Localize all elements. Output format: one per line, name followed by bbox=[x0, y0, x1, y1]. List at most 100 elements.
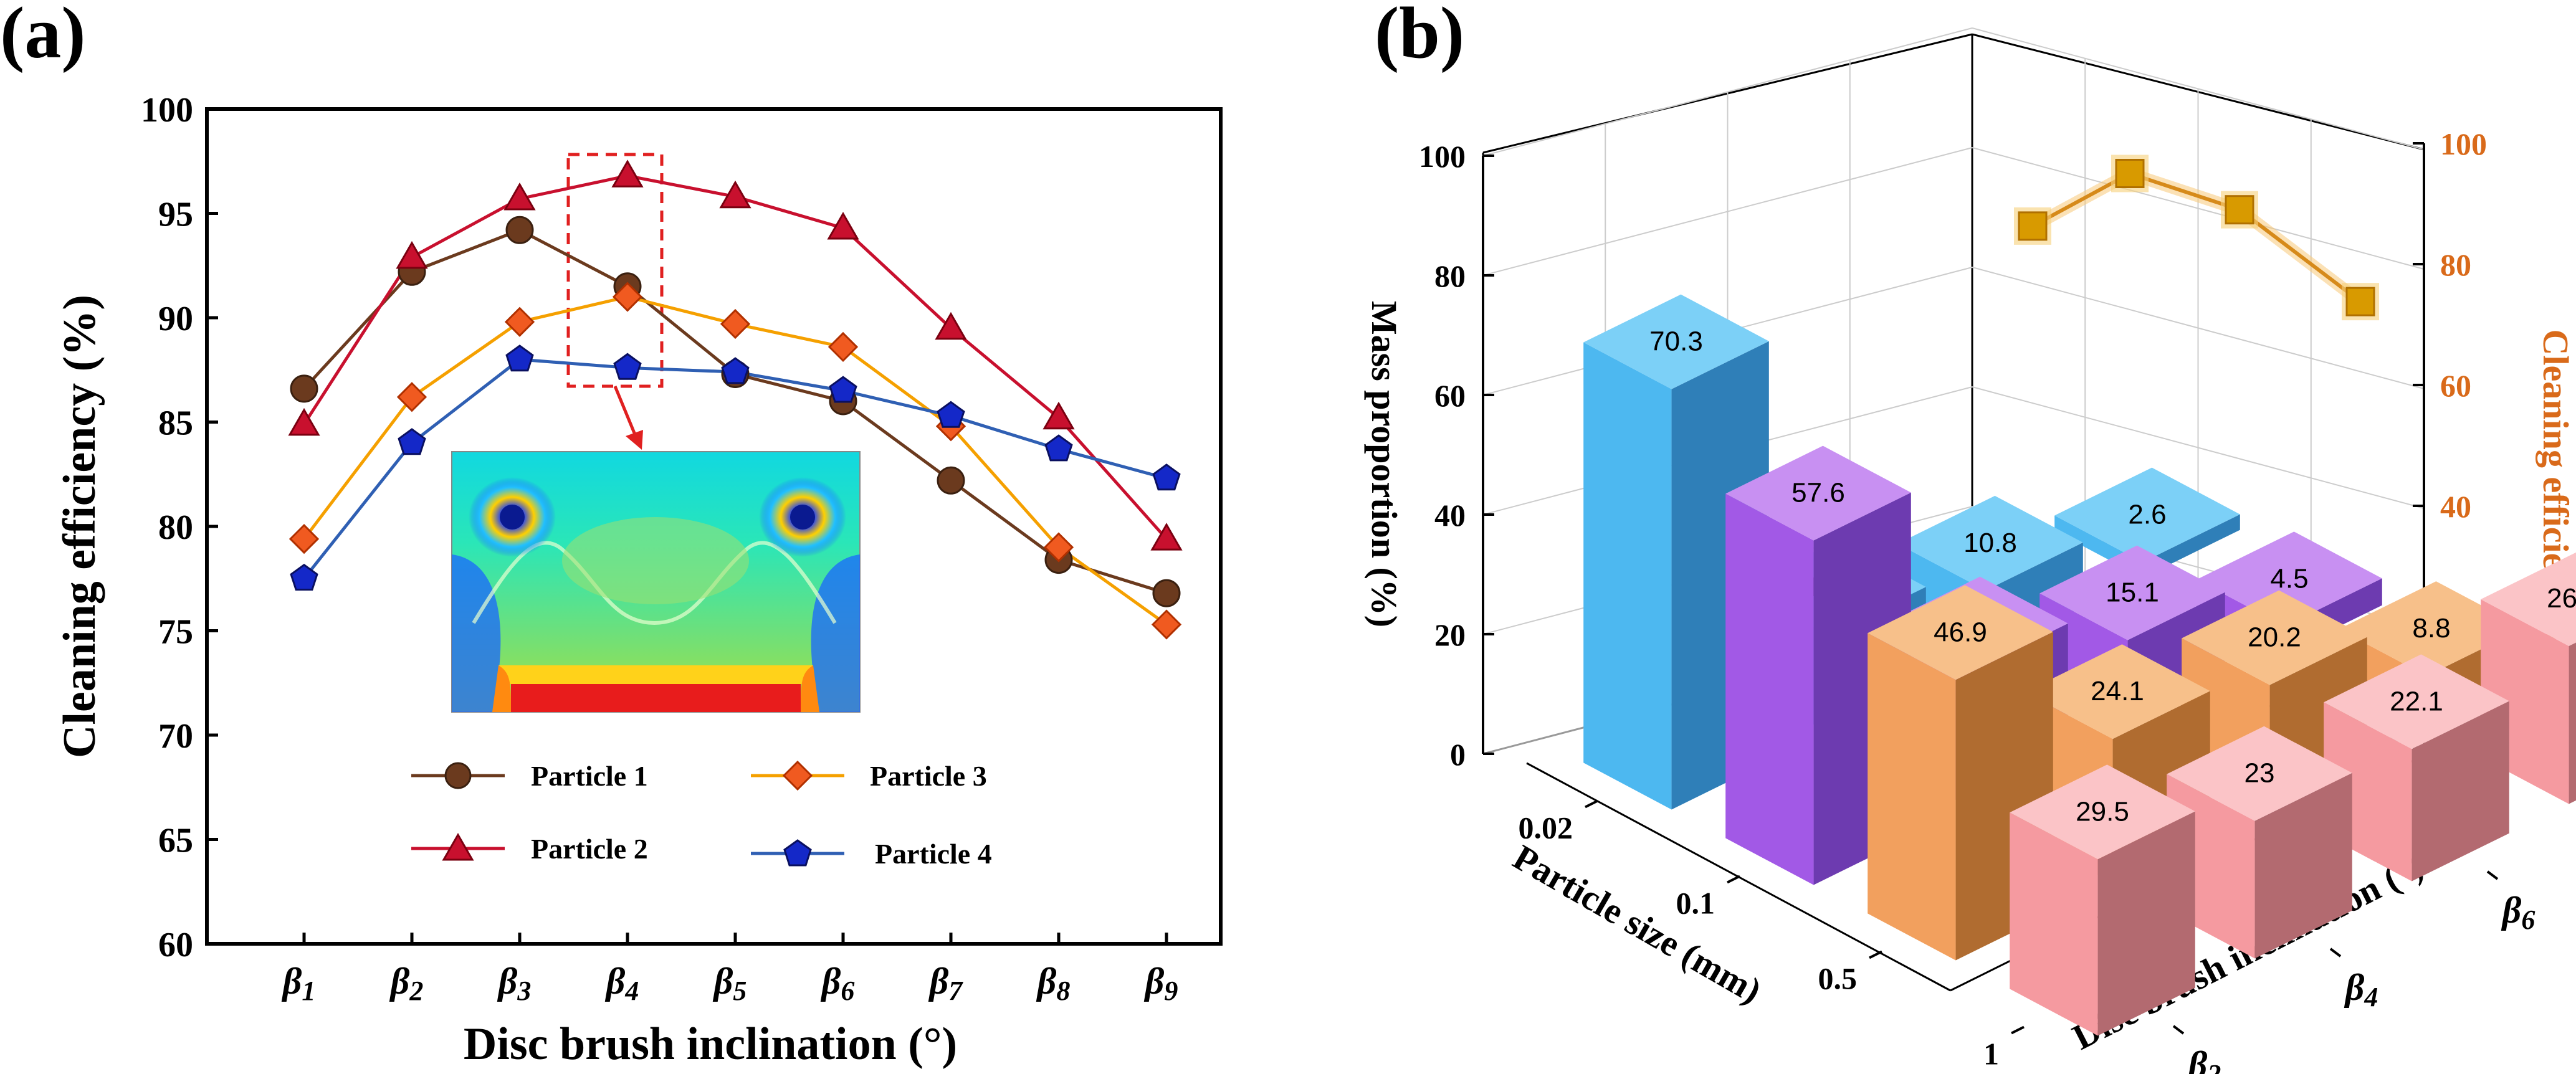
efficiency-tick-label: 40 bbox=[2440, 489, 2471, 524]
bar-face-top bbox=[2339, 581, 2524, 676]
inclination-tick-label: β2 bbox=[2187, 1044, 2221, 1074]
efficiency-tick-label: 100 bbox=[2440, 126, 2487, 161]
legend-marker-diamond bbox=[782, 760, 813, 791]
highlight-arrowhead bbox=[626, 430, 643, 450]
inclination-tick-mark bbox=[2329, 948, 2342, 958]
data-point-triangle bbox=[503, 183, 536, 211]
legend-label-particle-4: Particle 4 bbox=[875, 838, 992, 870]
x-tick-label: β1 bbox=[282, 961, 316, 1006]
bars-b: 2.64.58.826.410.815.120.222.116.322.824.… bbox=[1583, 294, 2576, 1036]
panel-a-tag: (a) bbox=[0, 0, 86, 74]
size-tick-mark bbox=[2011, 1025, 2025, 1035]
data-point-triangle bbox=[719, 180, 751, 209]
bar-face-top bbox=[2054, 467, 2240, 563]
data-point-triangle bbox=[288, 407, 320, 436]
z-axis-b: 0 20 40 60 80 100 bbox=[1419, 139, 1494, 772]
data-point-circle bbox=[937, 466, 965, 495]
z-tick-label: 20 bbox=[1434, 617, 1466, 652]
bar-face-right bbox=[2411, 701, 2509, 882]
size-tick-label: 0.5 bbox=[1818, 961, 1858, 996]
bar-value-label: 57.6 bbox=[1791, 478, 1845, 508]
data-point-circle bbox=[505, 216, 534, 244]
bar-face-left bbox=[1583, 342, 1672, 810]
legend-item-particle-1: Particle 1 bbox=[411, 760, 648, 792]
data-point-pentagon bbox=[290, 563, 318, 591]
data-point-pentagon bbox=[1152, 463, 1181, 491]
data-point-diamond bbox=[1151, 609, 1182, 640]
data-point-pentagon bbox=[829, 376, 857, 403]
y-tick-label: 70 bbox=[158, 717, 193, 756]
data-point-diamond bbox=[396, 382, 427, 412]
efficiency-marker bbox=[2225, 195, 2254, 225]
bar-value-label: 8.8 bbox=[2412, 613, 2450, 644]
legend-marker-circle bbox=[444, 762, 472, 789]
data-point-triangle bbox=[1042, 401, 1075, 430]
bar-face-right bbox=[2569, 642, 2576, 804]
y-tick-label: 100 bbox=[141, 91, 193, 130]
data-point-pentagon bbox=[398, 428, 426, 455]
efficiency-line bbox=[2031, 171, 2362, 303]
data-point-diamond bbox=[1043, 532, 1074, 563]
bar-face-top bbox=[1868, 585, 2053, 680]
bar-face-top bbox=[2481, 552, 2576, 647]
data-point-pentagon bbox=[505, 345, 534, 372]
bar-value-label: 46.9 bbox=[1934, 617, 1987, 647]
z-tick-label: 60 bbox=[1434, 378, 1466, 413]
z-tick-label: 0 bbox=[1450, 737, 1466, 772]
bar-value-label: 70.3 bbox=[1649, 326, 1703, 357]
bar-face-left bbox=[1725, 493, 1814, 885]
y-tick-label: 75 bbox=[158, 613, 193, 652]
z-tick-label: 40 bbox=[1434, 498, 1466, 533]
x-axis-a: β1 β2 β3 β4 β5 β6 β7 β8 β9 bbox=[282, 933, 1178, 1006]
legend-item-particle-2: Particle 2 bbox=[411, 832, 648, 865]
data-point-triangle bbox=[935, 311, 967, 340]
bar-face-top bbox=[1725, 445, 1911, 541]
efficiency-tick-label: 80 bbox=[2440, 247, 2471, 282]
inclination-tick-label: β6 bbox=[2501, 890, 2535, 935]
legend-marker-triangle bbox=[442, 832, 474, 861]
x-tick-label: β8 bbox=[1036, 961, 1071, 1006]
data-point-triangle bbox=[611, 159, 644, 188]
legend-item-particle-4: Particle 4 bbox=[751, 838, 992, 870]
legend-label-particle-1: Particle 1 bbox=[531, 760, 648, 792]
particle-size-axis: 0.02 0.1 0.5 1 bbox=[1519, 799, 2025, 1072]
bar-face-top bbox=[2324, 654, 2509, 749]
x-tick-label: β4 bbox=[605, 961, 639, 1006]
efficiency-marker bbox=[2115, 159, 2145, 188]
y-tick-label: 90 bbox=[158, 300, 193, 338]
bar-face-top bbox=[2197, 531, 2382, 627]
y-tick-label: 60 bbox=[158, 926, 193, 964]
x-tick-label: β3 bbox=[497, 961, 532, 1006]
data-point-diamond bbox=[720, 308, 751, 340]
bar-face-top bbox=[1897, 495, 2083, 591]
bar-value-label: 15.1 bbox=[2106, 577, 2159, 608]
inclination-tick-label: β4 bbox=[2344, 967, 2378, 1012]
data-point-triangle bbox=[1150, 523, 1183, 551]
size-tick-mark bbox=[1727, 875, 1740, 884]
y-tick-label: 95 bbox=[158, 196, 193, 234]
x-tick-label: β2 bbox=[389, 961, 424, 1006]
highlight-arrow bbox=[613, 386, 637, 437]
inclination-tick-mark bbox=[2486, 870, 2499, 880]
x-tick-label: β5 bbox=[713, 961, 747, 1006]
data-point-circle bbox=[1152, 579, 1181, 607]
inclination-axis: β2β4β6β8 bbox=[2172, 870, 2535, 1074]
data-point-pentagon bbox=[937, 401, 965, 428]
data-point-circle bbox=[290, 374, 318, 403]
bar: 46.9 bbox=[1868, 585, 2053, 961]
panel-a: (a) 60 65 70 75 80 85 90 95 100 β1 β2 β3 β4 β5 β6 β7 β8… bbox=[0, 0, 1223, 1070]
data-point-pentagon bbox=[721, 357, 750, 384]
panel-b-tag: (b) bbox=[1375, 0, 1464, 74]
bar-value-label: 22.1 bbox=[2390, 686, 2443, 716]
y-tick-label: 80 bbox=[158, 508, 193, 547]
bar-face-top bbox=[2039, 545, 2225, 640]
bar-face-right bbox=[2254, 772, 2352, 959]
data-point-pentagon bbox=[613, 353, 642, 380]
flow-field-inset bbox=[451, 451, 861, 713]
efficiency-marker bbox=[2345, 287, 2375, 316]
bar-face-top bbox=[2167, 726, 2352, 821]
inclination-tick-mark bbox=[2172, 1025, 2185, 1035]
bar-face-top bbox=[2010, 764, 2195, 860]
bar-face-top bbox=[2182, 590, 2367, 685]
